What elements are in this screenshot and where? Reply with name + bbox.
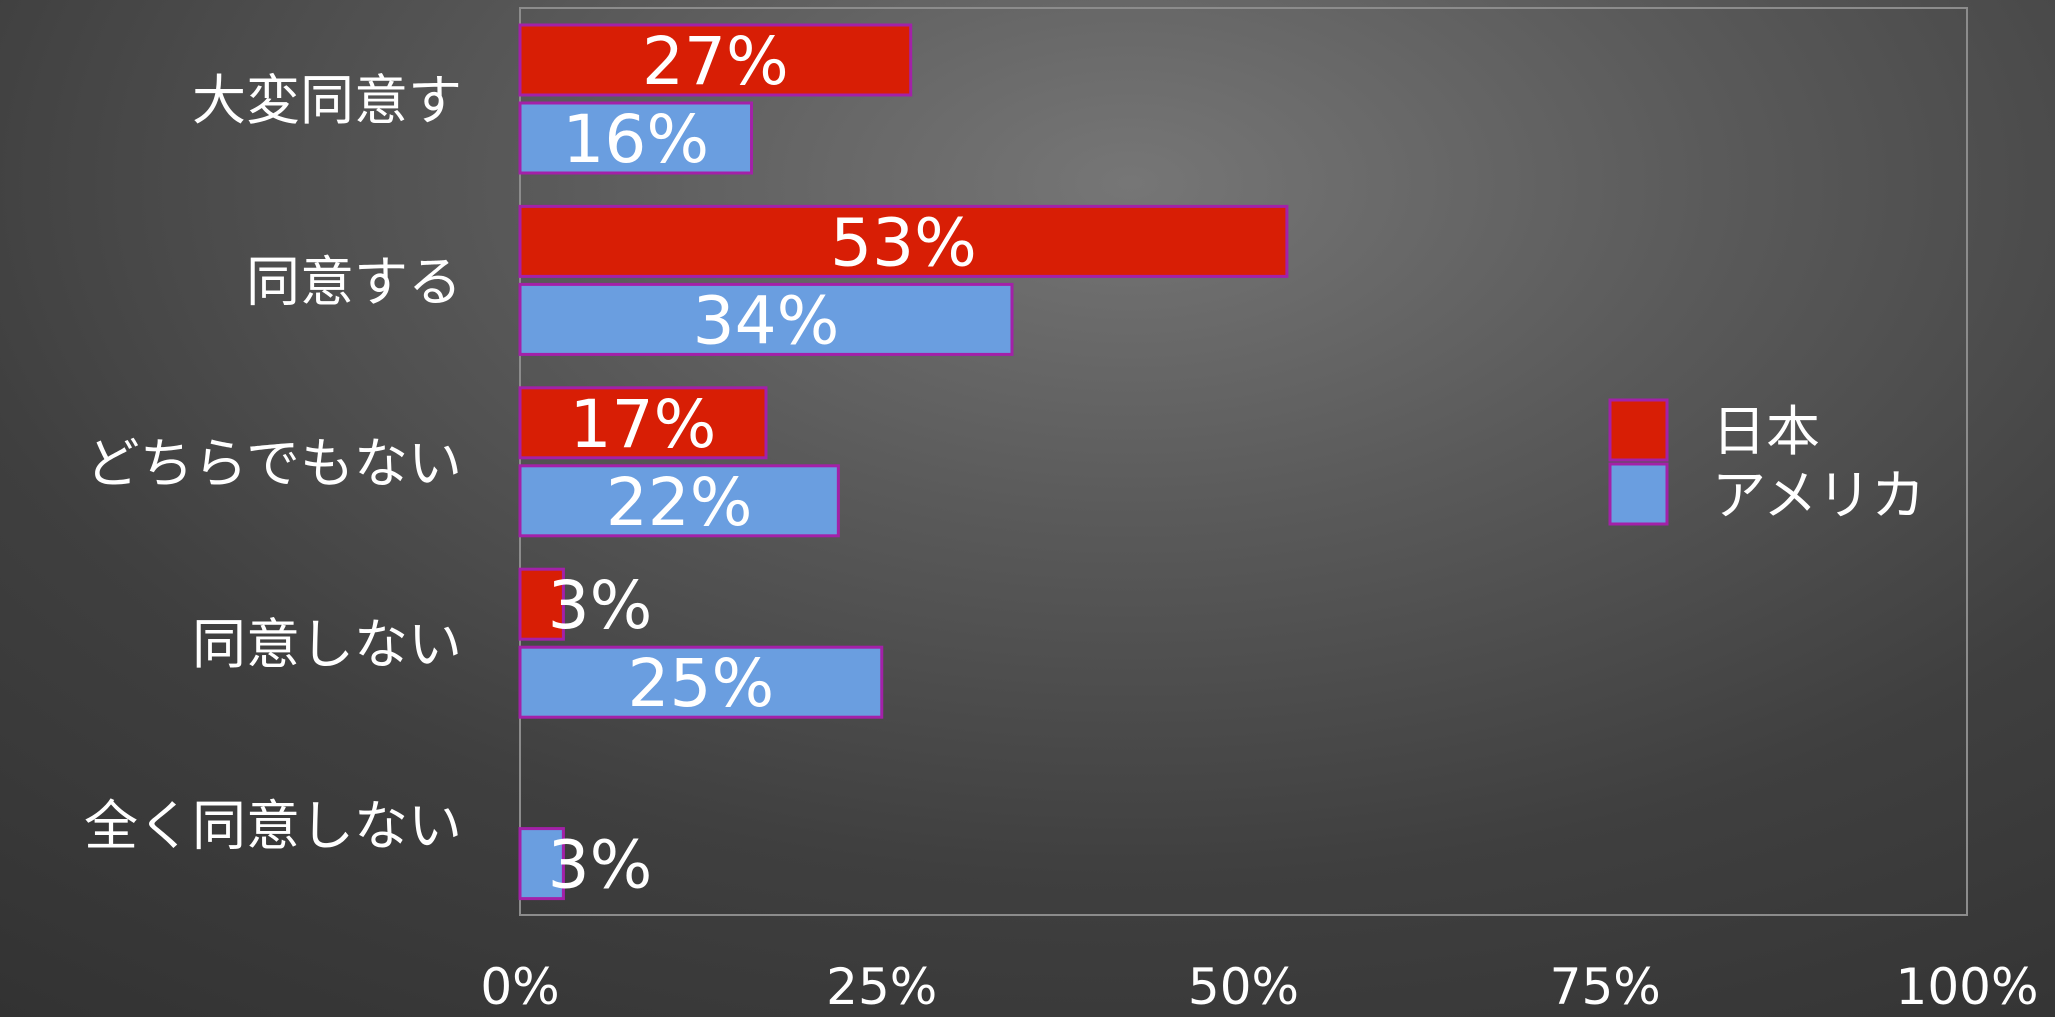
- data-label: 3%: [548, 567, 653, 644]
- data-label: 25%: [628, 645, 775, 722]
- legend-label: 日本: [1712, 400, 1820, 463]
- x-tick-label: 75%: [1550, 958, 1661, 1016]
- category-label: 同意する: [246, 250, 462, 313]
- bar-usa: [518, 101, 754, 175]
- legend-swatch: [1608, 462, 1669, 526]
- bar-japan: [518, 23, 913, 97]
- data-label: 3%: [548, 827, 653, 904]
- x-tick-label: 25%: [826, 958, 937, 1016]
- data-label: 34%: [693, 282, 840, 359]
- data-label: 27%: [642, 23, 789, 100]
- legend-label: アメリカ: [1712, 464, 1925, 527]
- bar-japan: [518, 567, 565, 641]
- category-label: どちらでもない: [86, 432, 462, 495]
- x-tick-label: 100%: [1896, 958, 2039, 1016]
- data-label: 53%: [830, 204, 977, 281]
- bar-usa: [518, 282, 1014, 356]
- data-label: 17%: [570, 386, 717, 463]
- bars-layer: 27%16%53%34%17%22%3%25%3%: [518, 23, 1289, 904]
- category-label: 大変同意す: [192, 69, 462, 132]
- bar-japan: [518, 386, 768, 460]
- x-axis-tick-labels: 0% 25% 50% 75% 100%: [480, 958, 2038, 1016]
- plot-area-frame: [519, 7, 1968, 916]
- bar-usa: [518, 827, 565, 901]
- legend-swatch: [1608, 398, 1669, 462]
- x-tick-label: 50%: [1188, 958, 1299, 1016]
- bar-usa: [518, 464, 840, 538]
- category-label: 同意しない: [192, 613, 462, 676]
- bar-usa: [518, 645, 884, 719]
- bar-japan: [518, 204, 1289, 278]
- category-label: 全く同意しない: [84, 795, 462, 858]
- data-label: 22%: [606, 464, 753, 541]
- x-tick-label: 0%: [480, 958, 559, 1016]
- data-label: 16%: [562, 101, 709, 178]
